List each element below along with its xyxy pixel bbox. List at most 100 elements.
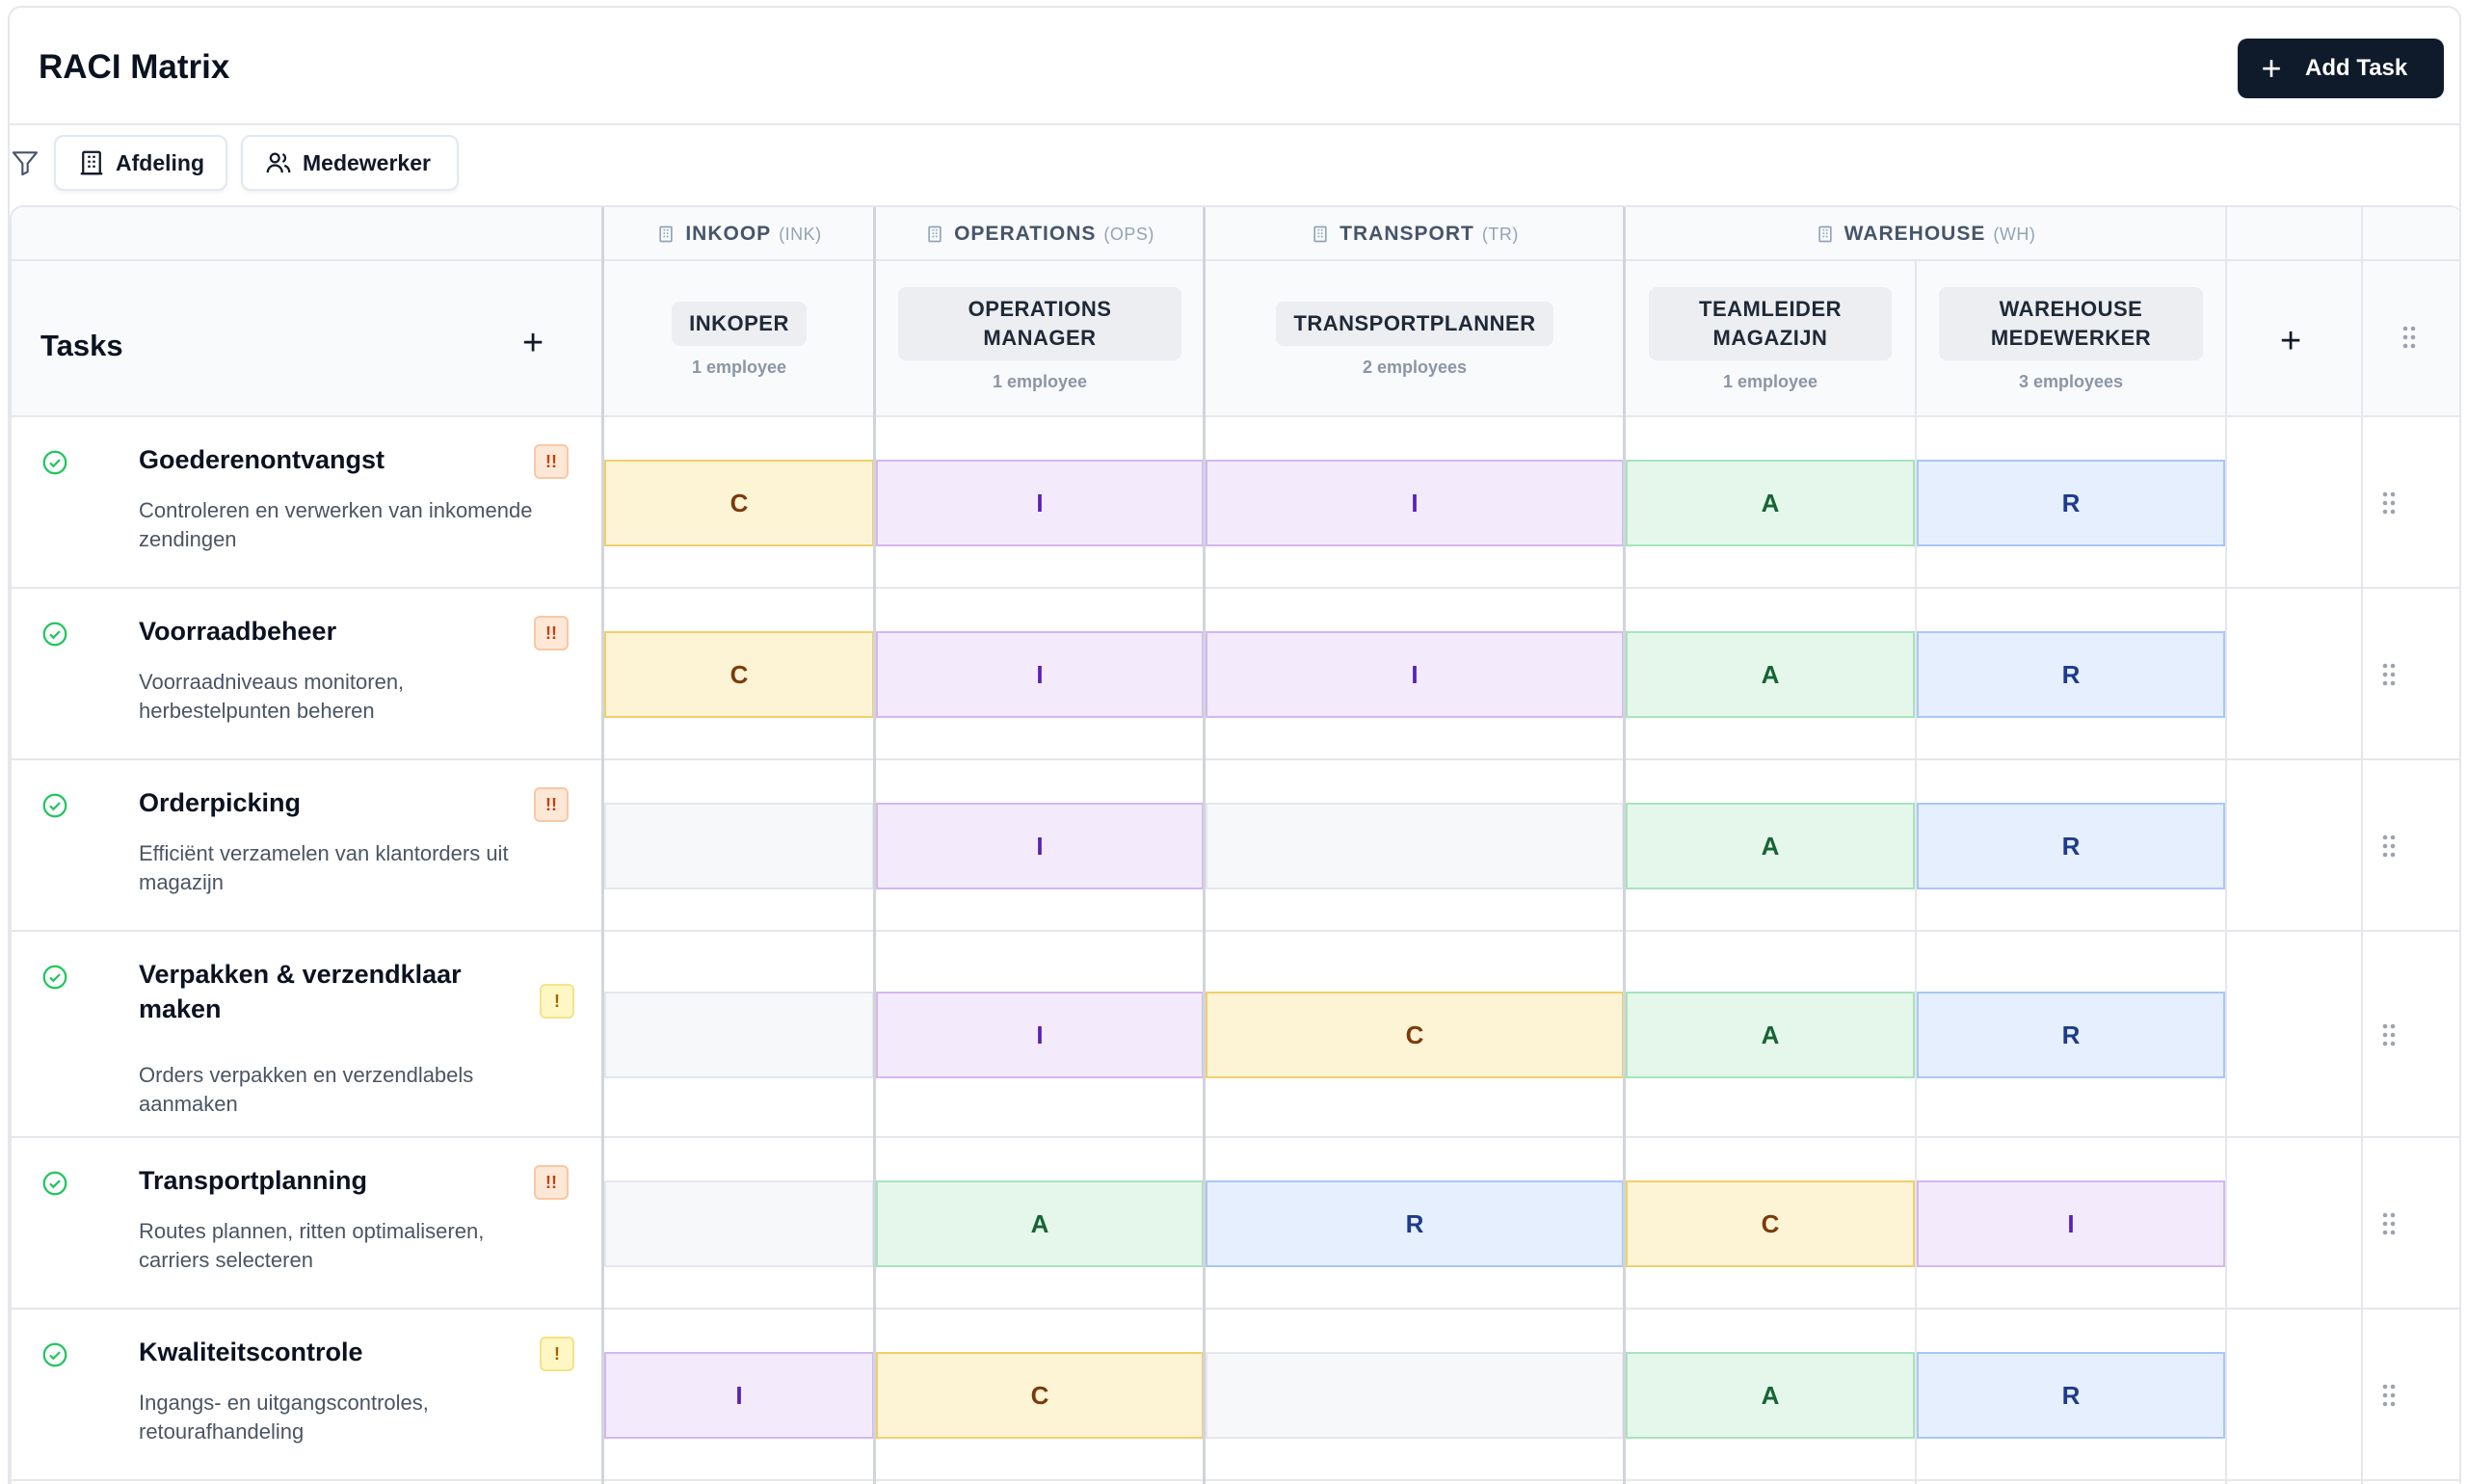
raci-cell-R[interactable]: R [1917, 631, 2225, 718]
column-divider [1203, 207, 1206, 1484]
department-inkoop: INKOOP (INK) [603, 207, 875, 261]
role-header-row: Tasks + INKOPER 1 employee OPERATIONS MA… [12, 261, 2459, 417]
check-circle-icon[interactable] [40, 791, 69, 820]
raci-cell-I[interactable]: I [876, 803, 1204, 889]
raci-cell-R[interactable]: R [1917, 460, 2225, 546]
check-circle-icon[interactable] [40, 620, 69, 649]
building-icon [928, 225, 942, 243]
priority-badge: !! [534, 444, 569, 479]
grip-icon[interactable] [2381, 490, 2397, 516]
department-name: INKOOP [685, 223, 772, 245]
add-role-button[interactable]: + [2280, 321, 2302, 361]
raci-cell-A[interactable]: A [1626, 631, 1915, 718]
check-circle-icon[interactable] [40, 448, 69, 477]
filter-bar: Afdeling Medewerker [10, 127, 2459, 208]
raci-cell-A[interactable]: A [1626, 460, 1915, 546]
raci-cell-empty[interactable] [604, 803, 874, 889]
raci-cell-C[interactable]: C [604, 460, 874, 546]
raci-cell-C[interactable]: C [604, 631, 874, 718]
department-code: (INK) [779, 224, 822, 244]
role-employee-count: 2 employees [1362, 357, 1468, 377]
raci-cell-I[interactable]: I [876, 992, 1204, 1078]
raci-cell-empty[interactable] [1206, 1352, 1624, 1439]
role-teamleider-magazijn[interactable]: TEAMLEIDER MAGAZIJN 1 employee [1625, 261, 1916, 417]
raci-cell-C[interactable]: C [876, 1352, 1204, 1439]
department-name: OPERATIONS [954, 223, 1097, 245]
check-circle-icon[interactable] [40, 1340, 69, 1369]
column-divider [601, 207, 604, 1484]
plus-icon: + [2261, 48, 2282, 88]
raci-cell-I[interactable]: I [876, 460, 1204, 546]
grip-icon[interactable] [2381, 1022, 2397, 1047]
role-employee-count: 1 employee [1722, 371, 1818, 391]
raci-cell-A[interactable]: A [1626, 1352, 1915, 1439]
grip-icon[interactable] [2381, 1211, 2397, 1236]
role-inkoper[interactable]: INKOPER 1 employee [603, 261, 875, 417]
raci-cell-R[interactable]: R [1917, 803, 2225, 889]
raci-cell-empty[interactable] [604, 992, 874, 1078]
raci-cell-R[interactable]: R [1206, 1180, 1624, 1267]
grip-icon[interactable] [2381, 1383, 2397, 1408]
raci-cell-I[interactable]: I [604, 1352, 874, 1439]
page-title: RACI Matrix [39, 48, 230, 86]
grip-icon[interactable] [2381, 662, 2397, 687]
role-warehouse-medewerker[interactable]: WAREHOUSE MEDEWERKER 3 employees [1916, 261, 2226, 417]
column-divider [2361, 207, 2363, 1484]
add-task-button[interactable]: + Add Task [2238, 39, 2444, 98]
building-icon [1817, 225, 1832, 243]
raci-cell-I[interactable]: I [1206, 460, 1624, 546]
task-title: Kwaliteitscontrole [139, 1338, 363, 1366]
raci-cell-A[interactable]: A [1626, 803, 1915, 889]
department-name: TRANSPORT [1340, 223, 1474, 245]
task-description: Voorraadniveaus monitoren, herbestelpunt… [139, 670, 405, 723]
check-circle-icon[interactable] [40, 963, 69, 992]
task-row: Verpakken & verzendklaar maken Orders ver… [12, 932, 2459, 1138]
raci-cell-A[interactable]: A [876, 1180, 1204, 1267]
raci-cell-I[interactable]: I [876, 631, 1204, 718]
raci-matrix: INKOOP (INK) OPERATIONS (OPS) TRANSPORT … [10, 205, 2459, 1484]
role-name: OPERATIONS MANAGER [898, 286, 1181, 360]
department-warehouse: WAREHOUSE (WH) [1625, 207, 2226, 261]
grip-icon[interactable] [2401, 325, 2417, 350]
task-title: Voorraadbeheer [139, 617, 337, 646]
filter-afdeling-label: Afdeling [116, 149, 204, 175]
filter-medewerker-button[interactable]: Medewerker [241, 135, 459, 191]
task-row: Goederenontvangst Controleren en verwerke… [12, 417, 2459, 589]
role-transportplanner[interactable]: TRANSPORTPLANNER 2 employees [1205, 261, 1625, 417]
column-divider [873, 207, 876, 1484]
role-name: TEAMLEIDER MAGAZIJN [1649, 286, 1892, 360]
raci-cell-I[interactable]: I [1917, 1180, 2225, 1267]
add-task-inline-button[interactable]: + [522, 323, 544, 363]
task-row: Transportplanning Routes plannen, ritten … [12, 1138, 2459, 1310]
raci-app: RACI Matrix + Add Task Afdeling Medewerk… [8, 6, 2461, 1484]
role-name: WAREHOUSE MEDEWERKER [1939, 286, 2203, 360]
role-operations-manager[interactable]: OPERATIONS MANAGER 1 employee [875, 261, 1205, 417]
department-code: (OPS) [1103, 224, 1154, 244]
department-name: WAREHOUSE [1844, 223, 1986, 245]
department-code: (TR) [1481, 224, 1519, 244]
raci-cell-R[interactable]: R [1917, 992, 2225, 1078]
filter-medewerker-label: Medewerker [303, 149, 431, 175]
filter-afdeling-button[interactable]: Afdeling [54, 135, 227, 191]
users-icon [266, 152, 291, 173]
add-task-label: Add Task [2305, 55, 2408, 81]
building-icon [659, 225, 673, 243]
grip-icon[interactable] [2381, 834, 2397, 859]
raci-cell-R[interactable]: R [1917, 1352, 2225, 1439]
check-circle-icon[interactable] [40, 1169, 69, 1198]
priority-badge: ! [540, 1337, 574, 1371]
building-icon [80, 150, 103, 175]
raci-cell-empty[interactable] [1206, 803, 1624, 889]
raci-cell-C[interactable]: C [1206, 992, 1624, 1078]
raci-cell-empty[interactable] [604, 1180, 874, 1267]
raci-cell-A[interactable]: A [1626, 992, 1915, 1078]
department-code: (WH) [1993, 224, 2036, 244]
tasks-column-header: Tasks [40, 329, 123, 362]
raci-cell-I[interactable]: I [1206, 631, 1624, 718]
raci-cell-C[interactable]: C [1626, 1180, 1915, 1267]
priority-badge: ! [540, 984, 574, 1019]
department-transport: TRANSPORT (TR) [1205, 207, 1625, 261]
task-row: Orderpicking Efficiënt verzamelen van kla… [12, 760, 2459, 932]
filter-icon[interactable] [10, 146, 40, 179]
task-row: Voorraadbeheer Voorraadniveaus monitoren,… [12, 589, 2459, 760]
